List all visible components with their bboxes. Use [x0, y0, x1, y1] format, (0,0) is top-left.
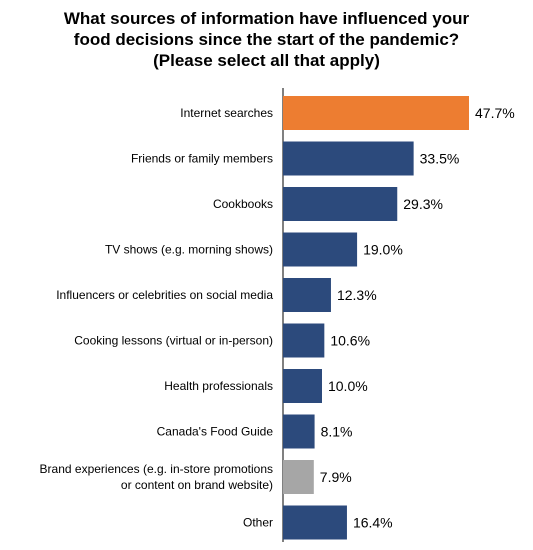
chart-title-line-1: What sources of information have influen… — [63, 9, 470, 28]
bar — [283, 414, 315, 449]
category-label: Internet searches — [180, 106, 273, 120]
bar — [283, 505, 347, 540]
category-label: Cooking lessons (virtual or in-person) — [74, 334, 273, 348]
bar — [283, 232, 358, 267]
value-label: 12.3% — [337, 287, 377, 303]
value-label: 16.4% — [353, 515, 393, 531]
category-label: Brand experiences (e.g. in-store promoti… — [40, 462, 273, 492]
value-label: 19.0% — [363, 242, 403, 258]
category-label: Other — [243, 516, 273, 530]
bar — [283, 141, 414, 176]
category-label: TV shows (e.g. morning shows) — [105, 243, 273, 257]
value-label: 29.3% — [403, 196, 443, 212]
value-label: 10.0% — [328, 378, 368, 394]
category-label: Friends or family members — [131, 152, 273, 166]
value-label: 8.1% — [321, 424, 353, 440]
bar — [283, 278, 331, 312]
chart-title-line-2: food decisions since the start of the pa… — [73, 30, 460, 49]
chart-title: What sources of information have influen… — [0, 8, 533, 71]
value-label: 33.5% — [420, 151, 460, 167]
value-label: 10.6% — [330, 333, 370, 349]
value-label: 7.9% — [320, 469, 352, 485]
category-label: Cookbooks — [213, 197, 273, 211]
category-label: Influencers or celebrities on social med… — [56, 288, 273, 302]
bar — [283, 460, 314, 494]
category-label: Health professionals — [164, 379, 273, 393]
bar — [283, 369, 322, 403]
bar — [283, 96, 469, 130]
value-label: 47.7% — [475, 105, 515, 121]
category-label: Canada's Food Guide — [157, 425, 274, 439]
bar — [283, 187, 398, 221]
chart-title-line-3: (Please select all that apply) — [153, 51, 380, 70]
bar — [283, 323, 325, 358]
